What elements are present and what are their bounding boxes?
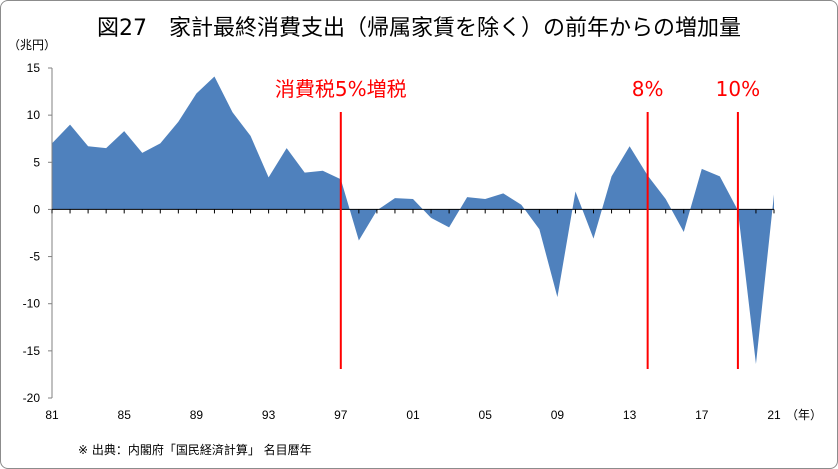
y-tick-label: 10 (27, 108, 41, 122)
x-tick-label: 81 (45, 408, 59, 422)
x-tick-label: 97 (334, 408, 348, 422)
source-note: ※ 出典：内閣府「国民経済計算」 名目暦年 (78, 443, 312, 457)
y-tick-label: 15 (27, 61, 41, 75)
y-tick-label: -5 (29, 250, 40, 264)
y-tick-label: 5 (33, 155, 40, 169)
y-axis-unit-label: （兆円） (8, 38, 57, 52)
series-area (52, 76, 774, 365)
x-axis-unit-label: （年） (786, 408, 822, 422)
x-tick-label: 05 (479, 408, 493, 422)
x-tick-label: 85 (118, 408, 132, 422)
x-tick-label: 09 (551, 408, 565, 422)
x-tick-label: 21 (767, 408, 781, 422)
y-tick-label: 0 (33, 202, 40, 216)
annotation-label: 消費税5%増税 (275, 77, 407, 101)
y-tick-label: -15 (23, 344, 41, 358)
x-tick-label: 89 (190, 408, 204, 422)
y-tick-label: -20 (23, 391, 41, 405)
y-tick-label: -10 (23, 297, 41, 311)
annotation-label: 8% (632, 77, 664, 101)
x-tick-label: 93 (262, 408, 276, 422)
x-tick-label: 01 (406, 408, 420, 422)
chart-title: 図27 家計最終消費支出（帰属家賃を除く）の前年からの増加量 (97, 16, 741, 41)
annotation-label: 10% (716, 77, 760, 101)
x-tick-label: 17 (695, 408, 709, 422)
x-tick-label: 13 (623, 408, 637, 422)
